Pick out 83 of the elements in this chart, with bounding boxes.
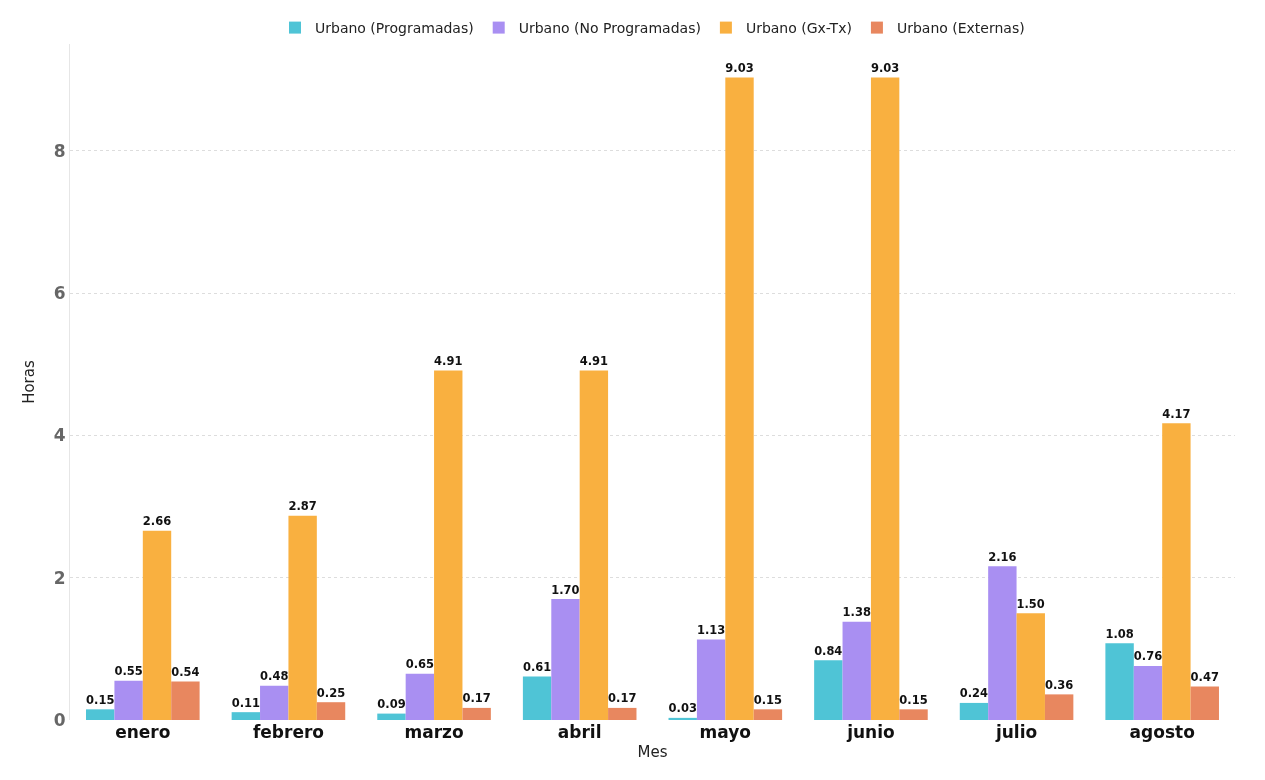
x-tick-label: enero bbox=[115, 722, 171, 742]
data-label: 0.11 bbox=[231, 695, 261, 710]
legend-label: Urbano (Programadas) bbox=[315, 20, 474, 37]
legend-label: Urbano (Externas) bbox=[896, 20, 1025, 37]
x-tick-label: abril bbox=[557, 722, 602, 742]
data-label: 9.03 bbox=[725, 60, 754, 75]
bar bbox=[1133, 665, 1163, 720]
data-label: 0.24 bbox=[959, 686, 988, 701]
x-tick-label: febrero bbox=[252, 722, 324, 742]
data-label: 1.70 bbox=[551, 582, 580, 597]
bar bbox=[753, 709, 783, 720]
data-label: 0.47 bbox=[1190, 670, 1219, 685]
x-tick-label: marzo bbox=[404, 722, 464, 742]
bar bbox=[522, 676, 552, 720]
x-tick-label: agosto bbox=[1129, 722, 1195, 742]
y-tick-label: 2 bbox=[53, 567, 66, 588]
bar bbox=[870, 77, 900, 720]
data-label: 0.15 bbox=[899, 692, 928, 707]
bar bbox=[142, 530, 172, 720]
legend-label: Urbano (Gx-Tx) bbox=[745, 20, 852, 37]
data-label: 0.25 bbox=[316, 685, 346, 700]
bar bbox=[842, 621, 871, 720]
bar bbox=[1190, 686, 1219, 720]
data-label: 4.91 bbox=[579, 354, 609, 369]
data-label: 0.84 bbox=[814, 643, 843, 658]
x-axis-title: Mes bbox=[637, 743, 668, 761]
data-label: 0.09 bbox=[377, 697, 406, 712]
bar bbox=[988, 566, 1017, 720]
data-label: 0.03 bbox=[668, 701, 697, 716]
bar bbox=[725, 77, 754, 720]
bar bbox=[405, 673, 435, 720]
data-label: 0.15 bbox=[86, 692, 115, 707]
data-label: 0.15 bbox=[753, 692, 783, 707]
x-tick-label: julio bbox=[994, 722, 1038, 742]
bar bbox=[171, 681, 200, 720]
data-label: 0.54 bbox=[171, 665, 200, 680]
data-label: 1.13 bbox=[696, 623, 726, 638]
data-label: 0.36 bbox=[1044, 677, 1074, 692]
bar bbox=[231, 712, 261, 720]
bar bbox=[260, 685, 289, 720]
data-label: 0.17 bbox=[608, 691, 637, 706]
bar bbox=[316, 702, 346, 720]
data-label: 1.38 bbox=[842, 605, 871, 620]
data-label: 0.76 bbox=[1133, 649, 1163, 664]
x-tick-label: junio bbox=[846, 722, 895, 742]
data-label: 0.61 bbox=[522, 660, 552, 675]
bar bbox=[377, 713, 406, 720]
bar bbox=[1044, 694, 1074, 720]
legend-label: Urbano (No Programadas) bbox=[518, 20, 701, 37]
data-label: 0.17 bbox=[462, 691, 491, 706]
bar bbox=[114, 680, 143, 720]
data-label: 1.50 bbox=[1016, 596, 1045, 611]
bar bbox=[959, 702, 989, 720]
bar bbox=[814, 660, 843, 720]
y-axis-title: Horas bbox=[20, 360, 39, 404]
data-label: 0.55 bbox=[114, 664, 143, 679]
bar bbox=[86, 709, 115, 720]
data-label: 2.66 bbox=[142, 514, 172, 529]
data-label: 1.08 bbox=[1105, 626, 1134, 641]
x-tick-label: mayo bbox=[699, 722, 752, 742]
bar bbox=[899, 709, 928, 720]
data-label: 9.03 bbox=[870, 60, 900, 75]
y-tick-label: 4 bbox=[53, 425, 66, 446]
data-label: 0.65 bbox=[405, 657, 435, 672]
bar bbox=[579, 370, 609, 720]
y-tick-label: 6 bbox=[53, 283, 66, 303]
bar bbox=[1162, 423, 1191, 720]
bar bbox=[1105, 643, 1134, 720]
data-label: 2.16 bbox=[988, 549, 1017, 564]
bar bbox=[462, 707, 491, 720]
bar bbox=[608, 707, 637, 720]
data-label: 2.87 bbox=[288, 499, 317, 514]
bar bbox=[1016, 613, 1045, 720]
data-label: 4.17 bbox=[1162, 406, 1191, 421]
bar bbox=[434, 370, 463, 720]
bar bbox=[696, 639, 726, 720]
bar bbox=[551, 599, 580, 720]
bar bbox=[668, 717, 697, 720]
data-label: 0.48 bbox=[260, 669, 289, 684]
data-label: 4.91 bbox=[434, 354, 463, 369]
y-tick-label: 0 bbox=[53, 709, 66, 730]
y-tick-label: 8 bbox=[53, 140, 66, 161]
bar bbox=[288, 515, 317, 720]
